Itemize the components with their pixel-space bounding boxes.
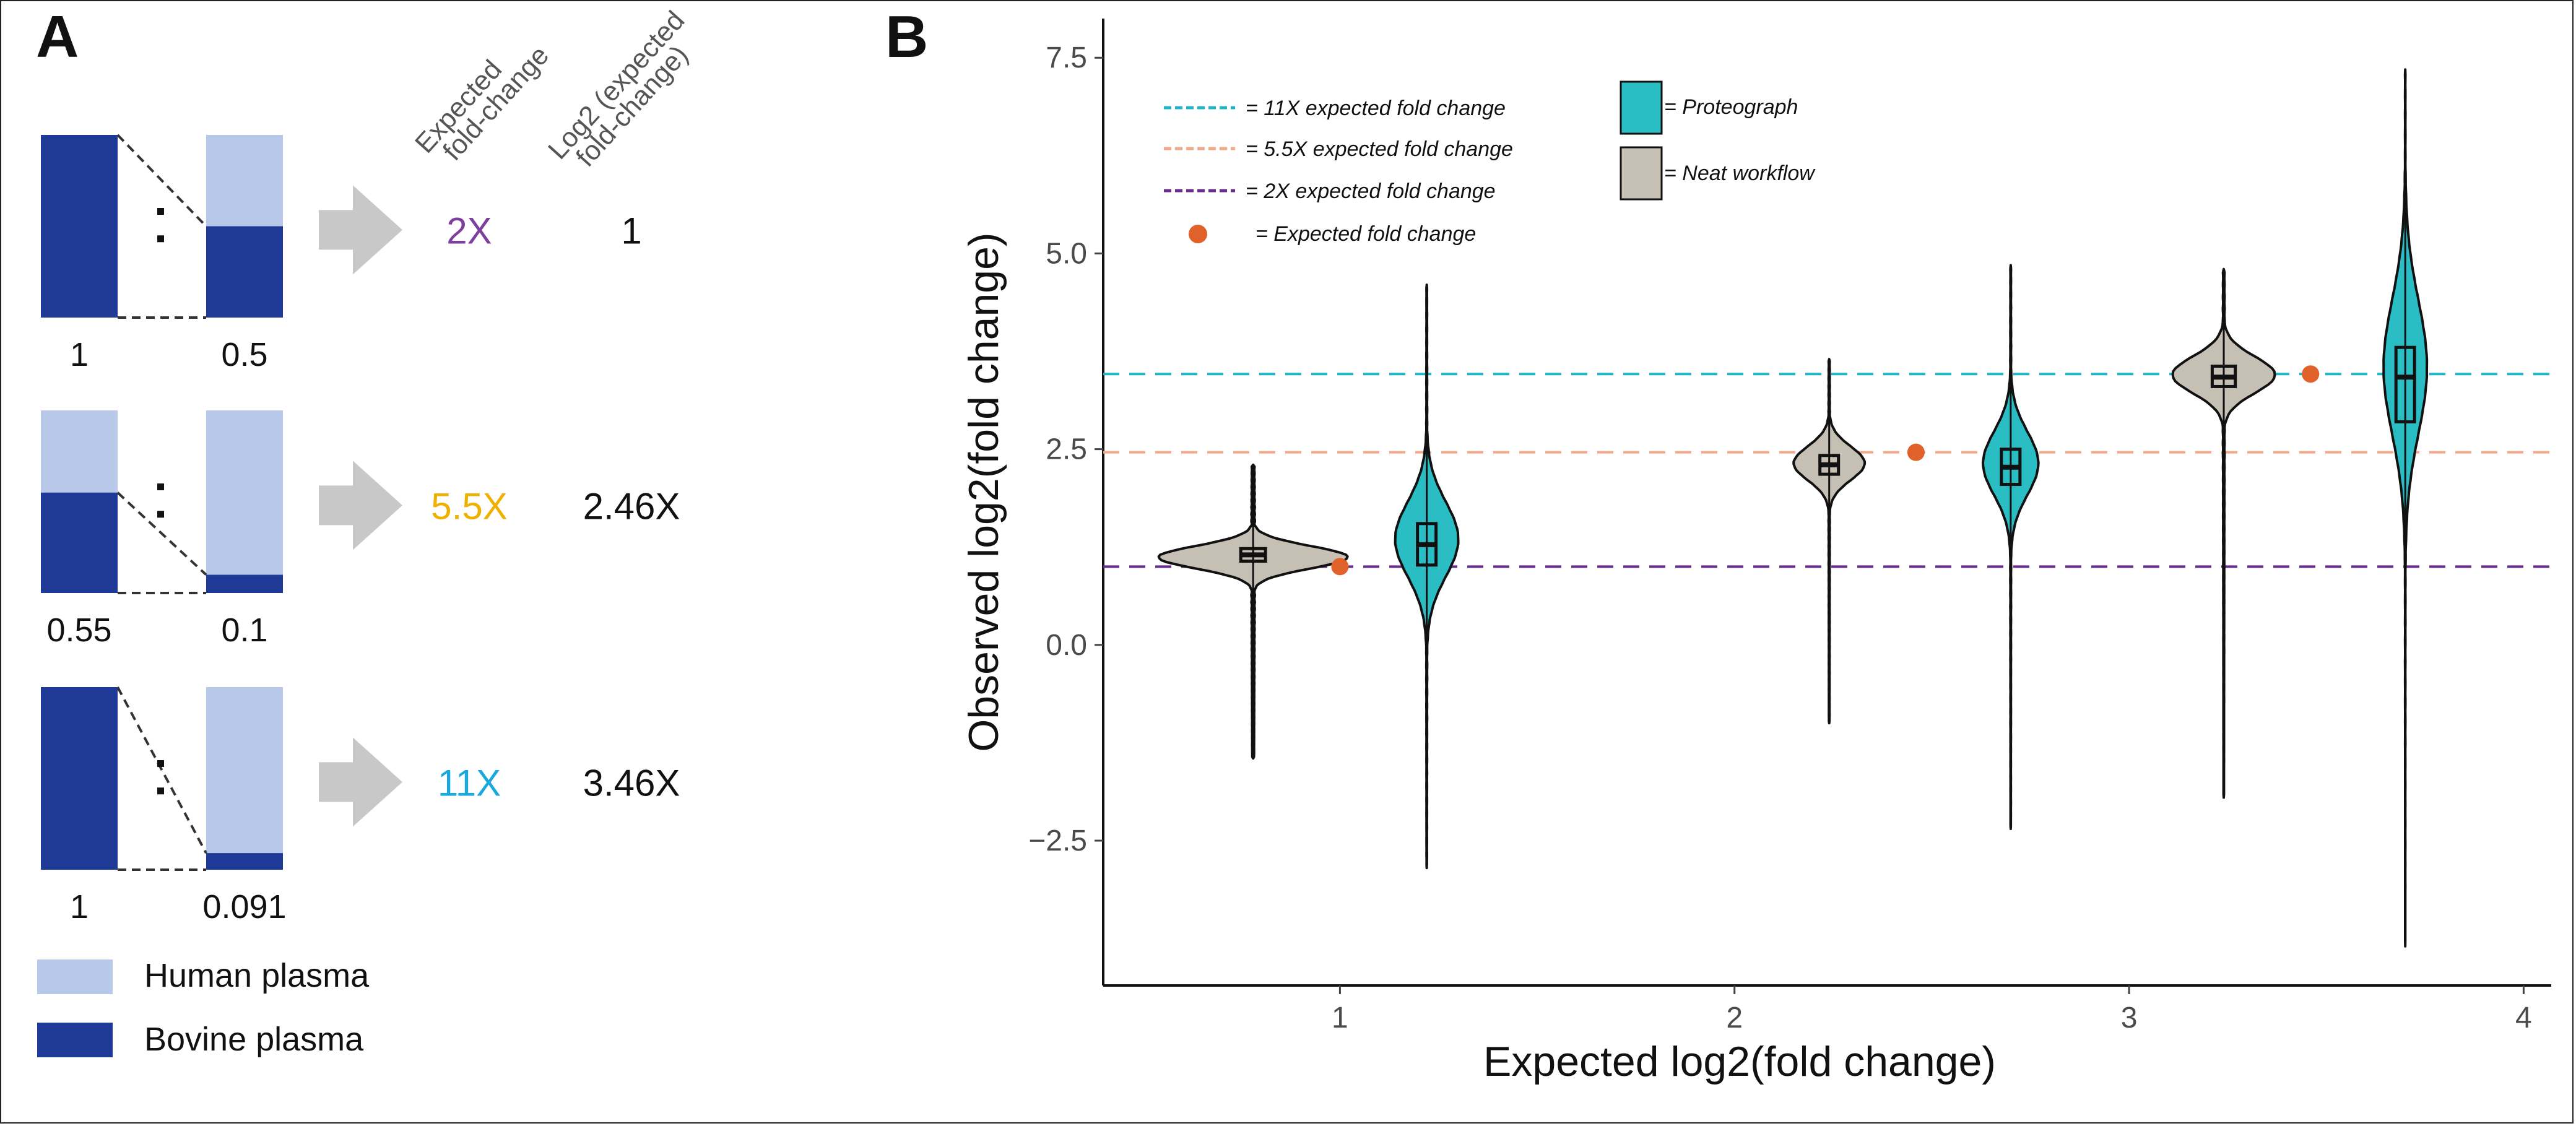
x-tick-label: 1 [1332, 1002, 1348, 1034]
row-1-dot-2 [157, 511, 164, 518]
row-2-right-bovine [206, 853, 283, 870]
row-0-right-value: 0.5 [221, 336, 267, 373]
row-0-fold-label: 2X [446, 210, 492, 251]
expected-point [1331, 558, 1349, 576]
y-axis-title: Observed log2(fold change) [960, 232, 1007, 751]
row-2-left-bovine [41, 687, 118, 870]
violin-box [2394, 345, 2416, 423]
legend-swatch-neat-workflow [1620, 146, 1663, 201]
legend-label-bovine-plasma: Bovine plasma [144, 1021, 364, 1058]
x-tick-label: 4 [2515, 1002, 2532, 1034]
panel-a: A Expected fold-change Log2 (expected fo… [36, 4, 694, 1058]
expected-point [1907, 443, 1925, 461]
row-2-arrow-icon [319, 737, 402, 827]
panel-a-letter: A [36, 4, 79, 70]
row-0-right-bovine [206, 226, 283, 318]
row-0-left-bovine [41, 135, 118, 318]
row-1-right-bovine [206, 574, 283, 593]
chart-legend-series: = Proteograph = Neat workflow [1620, 80, 1816, 201]
row-1-left-bovine [41, 492, 118, 593]
row-0-dot-1 [157, 208, 164, 215]
row-1-fold-label: 5.5X [431, 485, 507, 527]
row-2-dashed-top [116, 686, 207, 854]
legend-text-5-5x: = 5.5X expected fold change [1246, 137, 1513, 161]
legend-text-11x: = 11X expected fold change [1246, 97, 1506, 120]
y-tick-label: 0.0 [1046, 629, 1087, 662]
y-tick-label: 5.0 [1046, 237, 1087, 270]
y-tick-label: 7.5 [1046, 41, 1087, 74]
row-0-arrow-icon [319, 185, 402, 275]
row-1-arrow-icon [319, 461, 402, 550]
legend-text-expected: = Expected fold change [1255, 222, 1476, 246]
x-axis-title: Expected log2(fold change) [1483, 1038, 1996, 1085]
row-2-left-value: 1 [70, 888, 89, 925]
legend-expected-point [1189, 225, 1207, 243]
row-0-log2-label: 1 [621, 210, 641, 251]
panel-b-letter: B [885, 4, 928, 70]
row-2-fold-label: 11X [438, 762, 501, 803]
row-2-log2-label: 3.46X [583, 762, 680, 803]
legend-text-2x: = 2X expected fold change [1246, 180, 1496, 203]
row-0-left-value: 1 [70, 336, 89, 373]
row-2-right-value: 0.091 [202, 888, 286, 925]
row-1-right-bar [206, 410, 283, 593]
x-tick-label: 3 [2121, 1002, 2138, 1034]
row-0-dashed-top [116, 134, 207, 227]
row-2-right-bar [206, 687, 283, 870]
row-1-left-value: 0.55 [46, 612, 111, 649]
expected-point [2302, 365, 2320, 383]
row-1-right-value: 0.1 [221, 612, 267, 649]
legend-text-proteograph: = Proteograph [1664, 95, 1798, 119]
legend-text-neat-workflow: = Neat workflow [1664, 162, 1816, 185]
x-tick-label: 2 [1726, 1002, 1743, 1034]
panel-b: B 7.5 5.0 2.5 0.0 −2.5 1 2 3 4 = 11X expected fo… [885, 4, 2551, 1085]
row-1-dot-1 [157, 483, 164, 490]
legend-swatch-human-plasma [37, 959, 113, 994]
row-1-dashed-top [116, 492, 207, 576]
row-2-dot-2 [157, 787, 164, 795]
legend-label-human-plasma: Human plasma [144, 957, 370, 994]
legend-swatch-bovine-plasma [37, 1023, 113, 1057]
row-0-dot-2 [157, 235, 164, 243]
y-tick-label: −2.5 [1028, 825, 1087, 857]
row-2-dot-1 [157, 760, 164, 767]
legend-swatch-proteograph [1620, 80, 1663, 135]
y-tick-label: 2.5 [1046, 433, 1087, 466]
row-1-log2-label: 2.46X [583, 485, 680, 527]
chart-legend-lines: = 11X expected fold change = 5.5X expect… [1164, 97, 1513, 246]
